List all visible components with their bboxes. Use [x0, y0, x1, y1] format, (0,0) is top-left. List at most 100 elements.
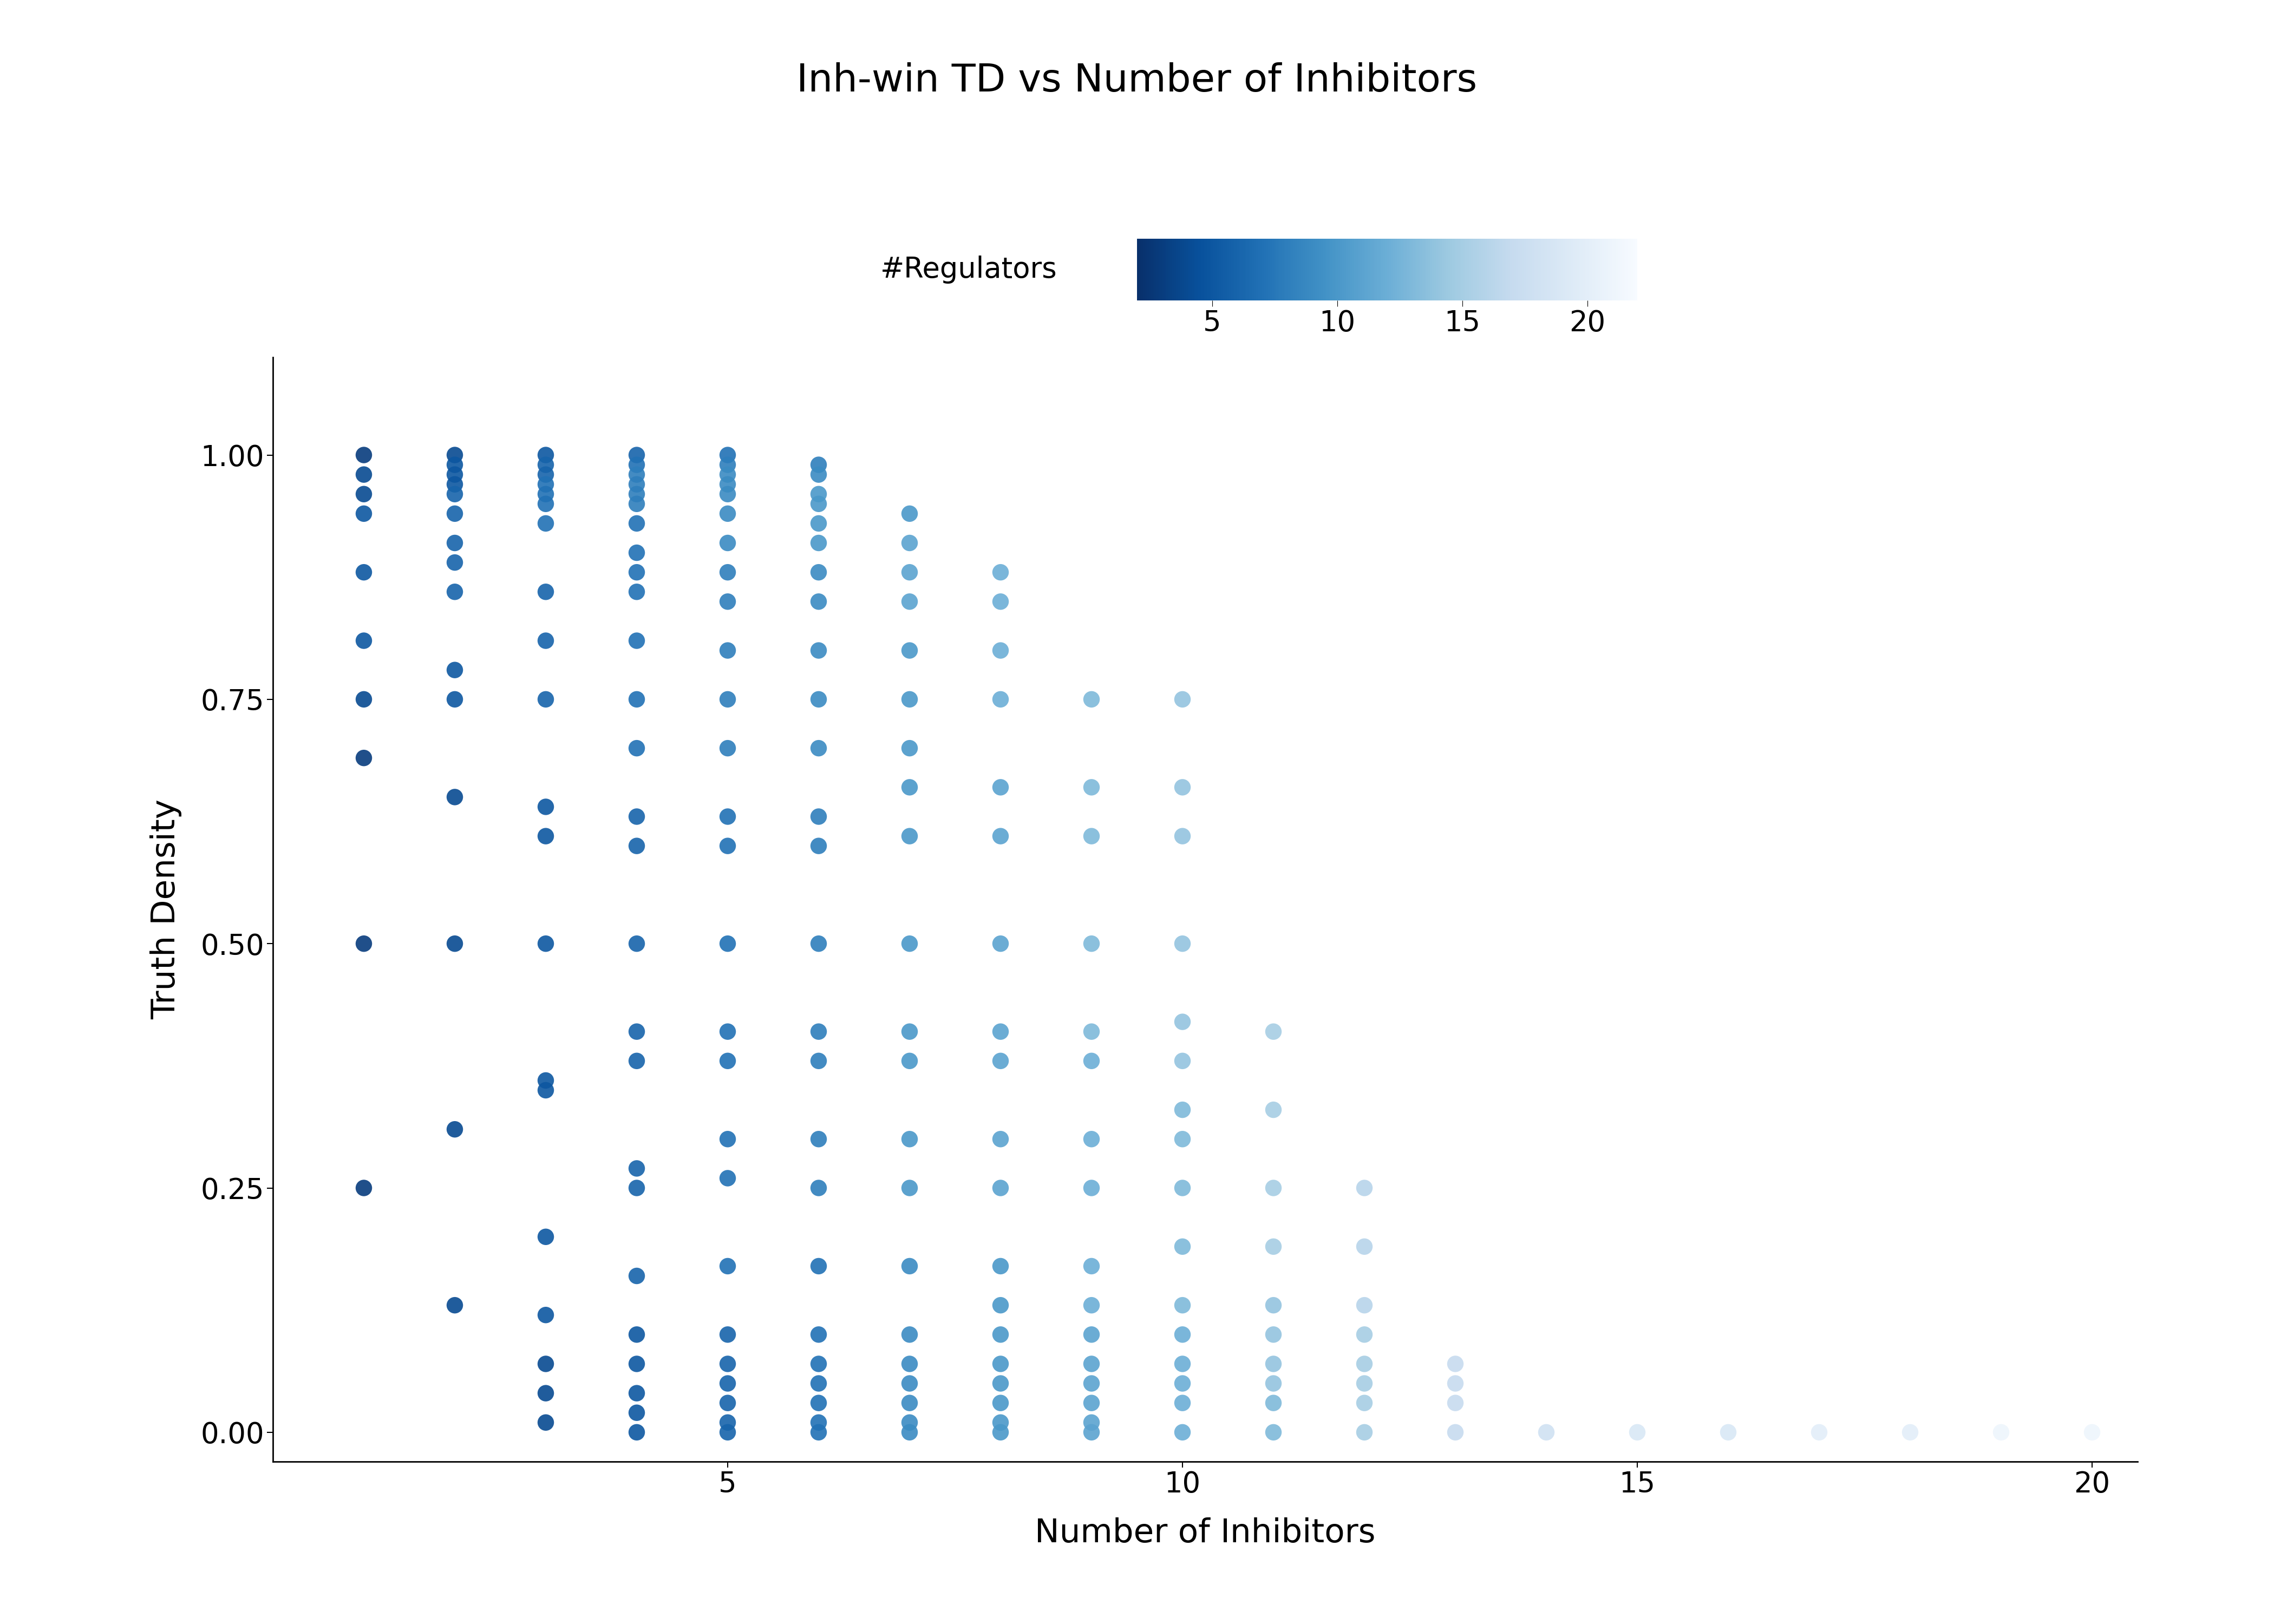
Point — [1255, 1234, 1292, 1260]
Point — [528, 578, 564, 604]
Point — [709, 481, 746, 507]
Point — [1073, 1371, 1110, 1397]
X-axis label: Number of Inhibitors: Number of Inhibitors — [1035, 1517, 1376, 1549]
Point — [528, 931, 564, 957]
Point — [1164, 1234, 1201, 1260]
Point — [800, 1254, 837, 1280]
Point — [346, 687, 382, 713]
Point — [891, 1018, 928, 1044]
Point — [619, 539, 655, 565]
Point — [1164, 1390, 1201, 1416]
Point — [437, 442, 473, 468]
Point — [982, 1125, 1019, 1151]
Point — [528, 1077, 564, 1103]
Point — [982, 687, 1019, 713]
Point — [619, 461, 655, 487]
Point — [437, 500, 473, 526]
Point — [982, 1322, 1019, 1348]
Point — [1437, 1371, 1474, 1397]
Point — [619, 804, 655, 830]
Point — [709, 1047, 746, 1073]
Point — [437, 658, 473, 684]
Point — [528, 451, 564, 477]
Point — [619, 1018, 655, 1044]
Point — [982, 1390, 1019, 1416]
Point — [437, 529, 473, 555]
Point — [346, 1176, 382, 1202]
Point — [1346, 1322, 1383, 1348]
Point — [619, 578, 655, 604]
Point — [709, 442, 746, 468]
Point — [891, 687, 928, 713]
Point — [982, 1254, 1019, 1280]
Point — [709, 736, 746, 762]
Point — [891, 1322, 928, 1348]
Point — [800, 1018, 837, 1044]
Point — [800, 1176, 837, 1202]
Point — [437, 461, 473, 487]
Point — [1983, 1419, 2019, 1445]
Point — [528, 1351, 564, 1377]
Point — [800, 588, 837, 614]
Point — [709, 931, 746, 957]
Point — [1164, 1125, 1201, 1151]
Point — [619, 1047, 655, 1073]
Point — [800, 1351, 837, 1377]
Point — [528, 481, 564, 507]
Point — [1346, 1293, 1383, 1319]
Point — [437, 451, 473, 477]
Point — [709, 559, 746, 585]
Point — [2074, 1419, 2110, 1445]
Point — [1164, 1176, 1201, 1202]
Point — [619, 559, 655, 585]
Point — [982, 638, 1019, 664]
Point — [891, 1410, 928, 1436]
Point — [1073, 931, 1110, 957]
Point — [1619, 1419, 1655, 1445]
Point — [1073, 1176, 1110, 1202]
Point — [619, 1322, 655, 1348]
Point — [709, 638, 746, 664]
Point — [800, 1322, 837, 1348]
Point — [891, 736, 928, 762]
Point — [982, 823, 1019, 849]
Point — [619, 490, 655, 516]
Point — [891, 1351, 928, 1377]
Point — [891, 1371, 928, 1397]
Point — [982, 775, 1019, 801]
Point — [709, 471, 746, 497]
Point — [709, 1322, 746, 1348]
Point — [1437, 1351, 1474, 1377]
Point — [619, 1176, 655, 1202]
Point — [1801, 1419, 1837, 1445]
Point — [1164, 687, 1201, 713]
Point — [982, 1176, 1019, 1202]
Point — [619, 1419, 655, 1445]
Point — [619, 1263, 655, 1289]
Point — [619, 1400, 655, 1426]
Point — [800, 736, 837, 762]
Point — [709, 833, 746, 859]
Point — [709, 1419, 746, 1445]
Point — [1073, 1047, 1110, 1073]
Point — [1346, 1234, 1383, 1260]
Point — [891, 1390, 928, 1416]
Point — [1255, 1419, 1292, 1445]
Point — [437, 471, 473, 497]
Point — [1255, 1018, 1292, 1044]
Point — [982, 1293, 1019, 1319]
Point — [709, 804, 746, 830]
Point — [619, 628, 655, 654]
Point — [437, 687, 473, 713]
Point — [437, 784, 473, 810]
Point — [982, 931, 1019, 957]
Point — [619, 451, 655, 477]
Point — [1346, 1351, 1383, 1377]
Point — [619, 833, 655, 859]
Point — [1164, 1009, 1201, 1034]
Point — [528, 442, 564, 468]
Point — [800, 481, 837, 507]
Point — [1164, 823, 1201, 849]
Point — [1892, 1419, 1928, 1445]
Point — [528, 1410, 564, 1436]
